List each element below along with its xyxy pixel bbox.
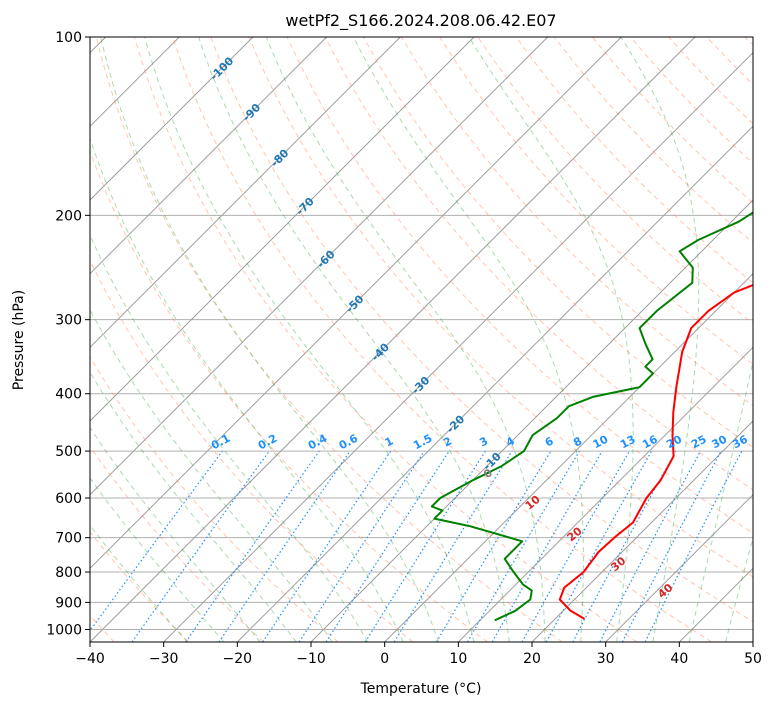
moist-adiabat-line [100,37,439,642]
y-tick-label: 300 [55,313,82,329]
dry-adiabat-line [95,37,563,642]
isotherm-line [90,37,696,642]
x-axis-ticks: −40 −30 −20 −10 0 10 20 30 40 50 [75,642,762,667]
mixing-ratio-line [521,450,631,642]
x-tick-label: −40 [75,651,105,667]
isotherm-line [90,37,401,349]
x-tick-label: 20 [523,651,541,667]
moist-adiabat-line [90,371,297,642]
dry-adiabat-line [286,37,753,534]
isotherm-line [90,37,328,275]
isotherm-line [163,51,753,642]
isotherm-line [90,37,622,570]
isotherm-line [531,420,753,642]
moist-adiabat-line [90,477,225,642]
y-tick-label: 900 [55,595,82,611]
mixing-ratio-line [218,450,351,642]
mixing-ratio-line [325,450,450,642]
moist-adiabat-line [90,233,369,642]
x-tick-label: 40 [670,651,688,667]
y-tick-label: 600 [55,491,82,507]
mixing-ratio-line [298,450,425,642]
dry-adiabat-line [248,37,753,578]
isotherm-line [605,493,753,642]
y-tick-label: 400 [55,387,82,403]
dry-adiabat-line [133,37,638,642]
sounding-series [430,211,753,622]
mixing-ratio-line [572,450,677,642]
x-tick-label: 10 [449,651,467,667]
x-tick-label: 30 [597,651,615,667]
mixing-ratio-line [185,450,320,642]
moist-adiabats [90,37,753,642]
isotherm-line [90,37,254,201]
y-tick-label: 200 [55,208,82,224]
y-tick-label: 700 [55,531,82,547]
dry-adiabat-line [515,37,753,284]
mixing-ratio-label: 10 [591,432,611,451]
mixing-ratio-line [131,450,270,642]
y-axis-ticks: 100 200 300 400 500 600 700 800 900 1000 [46,30,90,638]
mixing-ratio-lines [90,450,743,642]
isotherm-line [236,125,753,642]
dry-adiabat-line [90,355,339,642]
mixing-ratio-line [262,450,392,642]
moist-adiabat-line [353,37,584,642]
moist-adiabat-line [90,524,188,642]
temperature-profile-line [558,283,753,620]
y-tick-label: 1000 [46,622,82,638]
dry-adiabat-line [210,37,753,623]
isotherm-line [90,37,475,422]
dry-adiabat-line [172,37,712,642]
x-tick-label: −20 [223,651,253,667]
moist-adiabat-line [90,137,404,642]
mixing-ratio-label: 36 [730,433,750,452]
dry-adiabat-line [90,259,414,642]
y-axis-label: Pressure (hPa) [11,290,27,390]
dewpoint-profile-line [430,211,753,622]
mixing-ratio-line [644,450,743,642]
x-tick-label: 50 [744,651,762,667]
mixing-ratio-label: 25 [689,433,709,452]
mixing-ratio-line [393,450,513,642]
y-tick-label: 100 [55,30,82,46]
isotherm-line [457,346,753,642]
pressure-gridlines [90,37,753,630]
x-tick-label: −10 [296,651,326,667]
x-tick-label: 0 [380,651,389,667]
plot-frame [89,36,754,643]
chart-title: wetPf2_S166.2024.208.06.42.E07 [285,11,556,31]
x-tick-label: −30 [149,651,179,667]
isotherm-line [310,199,753,642]
mixing-ratio-label: 13 [618,433,638,452]
dry-adiabat-line [90,445,264,642]
moist-adiabat-line [620,37,700,642]
skewed-isotherms [90,37,753,642]
moist-adiabat-line [90,426,261,642]
mixing-ratio-label: 30 [710,433,730,452]
mixing-ratio-label: 16 [640,433,660,452]
x-axis-label: Temperature (°C) [360,681,482,697]
dry-adiabat-line [90,149,488,642]
y-tick-label: 800 [55,565,82,581]
moist-adiabat-line [265,37,546,642]
dry-adiabat-line [90,531,190,642]
dry-adiabats [90,37,753,642]
isotherm-line [90,37,549,496]
mixing-ratio-label: 20 [664,432,684,451]
moist-adiabat-line [144,37,475,642]
dry-adiabat-line [439,37,753,365]
y-tick-label: 500 [55,444,82,460]
dry-adiabat-line [401,37,753,407]
mixing-ratio-line [90,450,223,632]
